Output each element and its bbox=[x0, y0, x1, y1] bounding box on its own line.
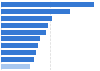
Bar bbox=[1, 50, 36, 55]
Bar bbox=[1, 23, 48, 28]
Bar bbox=[1, 2, 94, 7]
Bar bbox=[1, 64, 30, 69]
Bar bbox=[1, 16, 52, 21]
Bar bbox=[1, 9, 70, 14]
Bar bbox=[1, 36, 40, 41]
Bar bbox=[1, 43, 38, 48]
Bar bbox=[1, 57, 34, 62]
Bar bbox=[1, 30, 46, 35]
